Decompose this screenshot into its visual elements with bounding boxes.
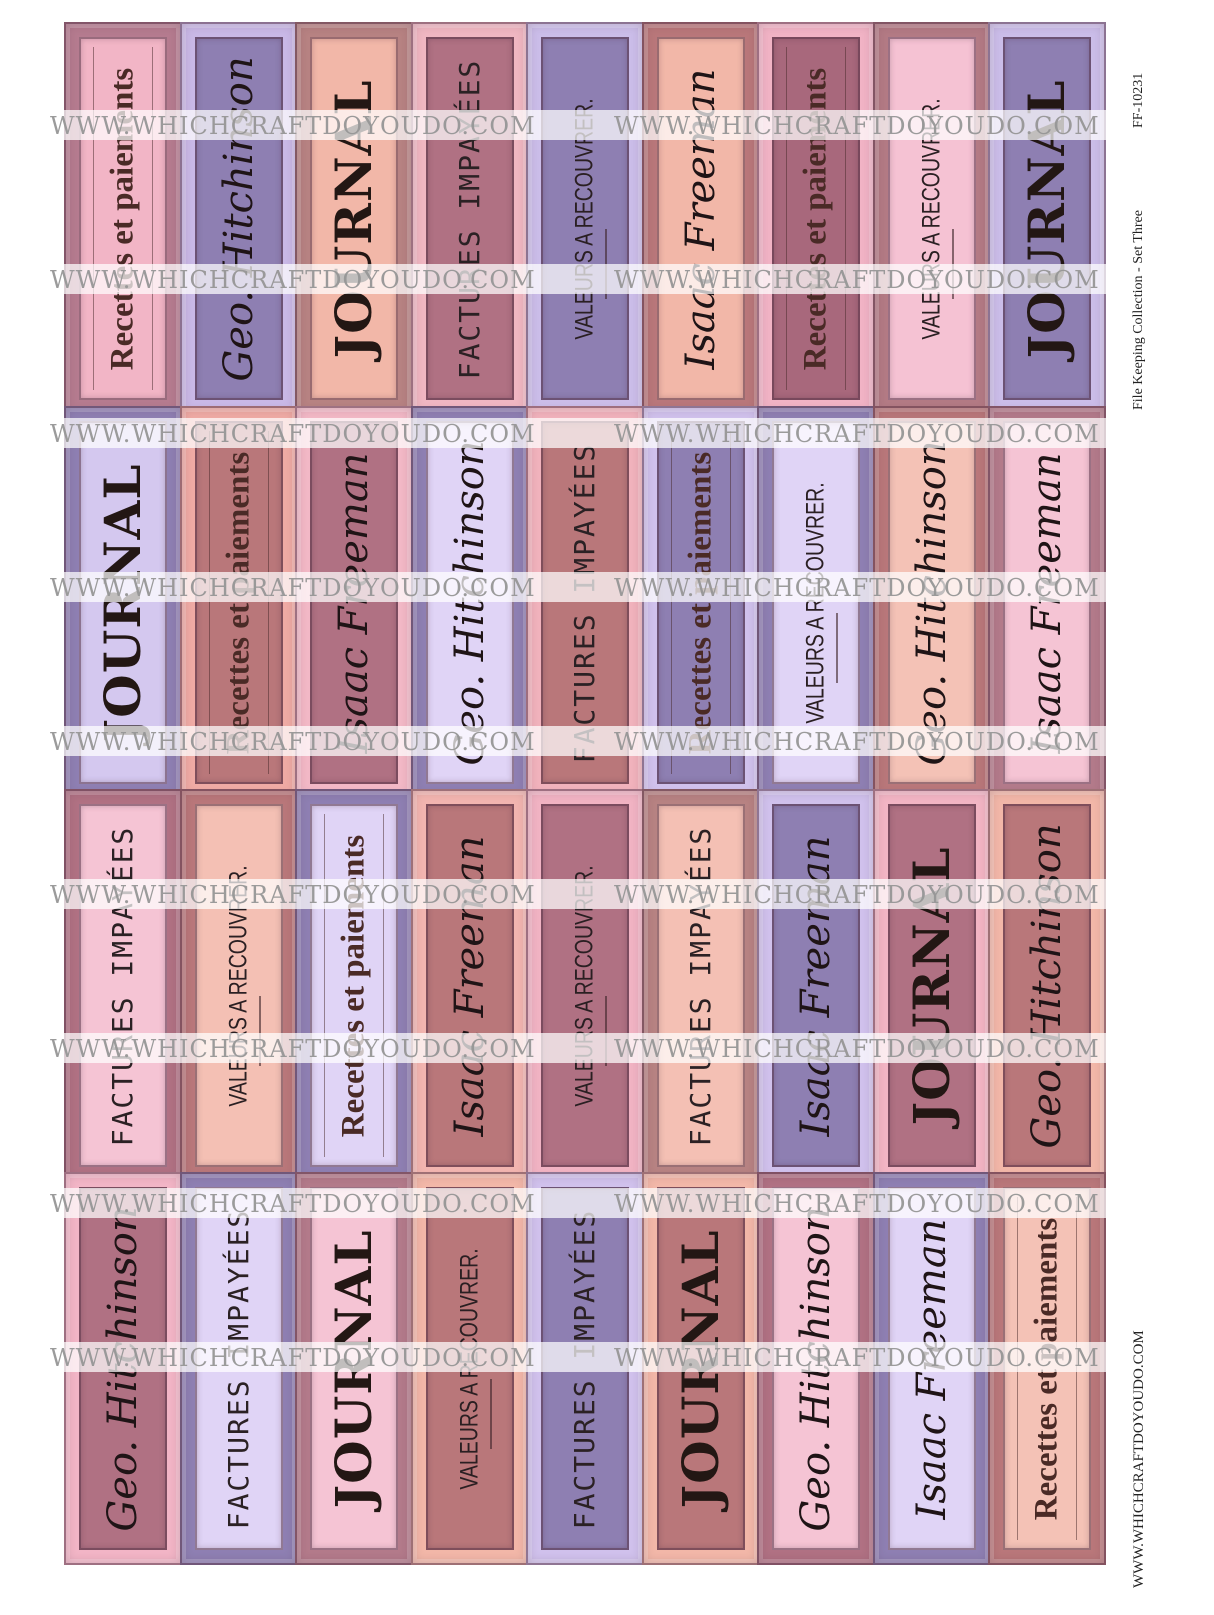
watermark-text: WWW.WHICHCRAFTDOYOUDO.COM bbox=[50, 112, 536, 140]
file-label-panel: JOURNAL bbox=[1003, 37, 1091, 400]
file-label-panel: Geo. Hitchinson bbox=[888, 421, 976, 784]
file-label-panel: FACTURES IMPAYÉES bbox=[657, 804, 745, 1167]
file-label-panel: VALEURS A RECOUVRER. bbox=[888, 37, 976, 400]
file-label: FACTURES IMPAYÉES bbox=[642, 789, 760, 1182]
file-label: Recettes et paiements bbox=[64, 22, 182, 415]
watermark-text: WWW.WHICHCRAFTDOYOUDO.COM bbox=[50, 420, 536, 448]
watermark-row: WWW.WHICHCRAFTDOYOUDO.COM WWW.WHICHCRAFTD… bbox=[48, 1033, 1130, 1063]
watermark-row: WWW.WHICHCRAFTDOYOUDO.COM WWW.WHICHCRAFTD… bbox=[48, 1342, 1130, 1372]
file-label-text: Recettes et paiements bbox=[220, 451, 257, 754]
file-label-panel: VALEURS A RECOUVRER. bbox=[195, 804, 283, 1167]
footer-url-text[interactable]: WWW.WHICHCRAFTDOYOUDO.COM bbox=[1131, 1330, 1147, 1588]
watermark-row: WWW.WHICHCRAFTDOYOUDO.COM WWW.WHICHCRAFTD… bbox=[48, 879, 1130, 909]
watermark-text: WWW.WHICHCRAFTDOYOUDO.COM bbox=[614, 728, 1100, 756]
label-band-3: FACTURES IMPAYÉES VALEURS A RECOUVRER. Rec… bbox=[64, 789, 1130, 1182]
file-label-panel: VALEURS A RECOUVRER. bbox=[541, 804, 629, 1167]
file-label-panel: Geo. Hitchinson bbox=[1003, 804, 1091, 1167]
file-label-text: Recettes et paiements bbox=[682, 451, 719, 754]
file-label-panel: Isaac Freeman bbox=[426, 804, 514, 1167]
file-label: Geo. Hitchinson bbox=[180, 22, 298, 415]
file-label-panel: JOURNAL bbox=[888, 804, 976, 1167]
watermark-text: WWW.WHICHCRAFTDOYOUDO.COM bbox=[50, 1344, 536, 1372]
watermark-text: WWW.WHICHCRAFTDOYOUDO.COM bbox=[614, 1344, 1100, 1372]
watermark-row: WWW.WHICHCRAFTDOYOUDO.COM WWW.WHICHCRAFTD… bbox=[48, 264, 1130, 294]
file-label-panel: Recettes et paiements bbox=[772, 37, 860, 400]
file-label-text: Geo. Hitchinson bbox=[909, 439, 955, 766]
file-label-panel: Recettes et paiements bbox=[195, 421, 283, 784]
file-label-panel: Geo. Hitchinson bbox=[426, 421, 514, 784]
caption-text: File Keeping Collection - Set Three bbox=[1131, 210, 1146, 410]
file-label-text: FACTURES IMPAYÉES bbox=[106, 825, 139, 1146]
file-label-panel: JOURNAL bbox=[310, 37, 398, 400]
file-label: FACTURES IMPAYÉES bbox=[411, 22, 529, 415]
file-label: JOURNAL bbox=[988, 22, 1106, 415]
file-label: Recettes et paiements bbox=[295, 789, 413, 1182]
file-label: VALEURS A RECOUVRER. bbox=[526, 789, 644, 1182]
watermark-text: WWW.WHICHCRAFTDOYOUDO.COM bbox=[50, 728, 536, 756]
watermark-row: WWW.WHICHCRAFTDOYOUDO.COM WWW.WHICHCRAFTD… bbox=[48, 418, 1130, 448]
file-label-panel: Isaac Freeman bbox=[310, 421, 398, 784]
file-label-text: Isaac Freeman bbox=[331, 452, 377, 753]
file-label: Isaac Freeman bbox=[295, 406, 413, 799]
watermark-text: WWW.WHICHCRAFTDOYOUDO.COM bbox=[50, 574, 536, 602]
file-label: Recettes et paiements bbox=[757, 22, 875, 415]
file-label: Isaac Freeman bbox=[411, 789, 529, 1182]
watermark-row: WWW.WHICHCRAFTDOYOUDO.COM WWW.WHICHCRAFTD… bbox=[48, 1188, 1130, 1218]
watermark-row: WWW.WHICHCRAFTDOYOUDO.COM WWW.WHICHCRAFTD… bbox=[48, 110, 1130, 140]
label-band-2: JOURNAL Recettes et paiements Isaac Freema… bbox=[64, 406, 1130, 799]
watermark-text: WWW.WHICHCRAFTDOYOUDO.COM bbox=[614, 574, 1100, 602]
file-label-panel: FACTURES IMPAYÉES bbox=[541, 421, 629, 784]
watermark-text: WWW.WHICHCRAFTDOYOUDO.COM bbox=[614, 881, 1100, 909]
file-label: FACTURES IMPAYÉES bbox=[64, 789, 182, 1182]
file-label-panel: Recettes et paiements bbox=[79, 37, 167, 400]
collection-caption: File Keeping Collection - Set Three bbox=[1131, 210, 1147, 410]
file-label: JOURNAL bbox=[295, 22, 413, 415]
file-label-text: FACTURES IMPAYÉES bbox=[568, 442, 601, 763]
file-label: JOURNAL bbox=[873, 789, 991, 1182]
watermark-text: WWW.WHICHCRAFTDOYOUDO.COM bbox=[50, 881, 536, 909]
file-label: VALEURS A RECOUVRER. bbox=[873, 22, 991, 415]
watermark-row: WWW.WHICHCRAFTDOYOUDO.COM WWW.WHICHCRAFTD… bbox=[48, 572, 1130, 602]
file-label-panel: Isaac Freeman bbox=[772, 804, 860, 1167]
watermark-text: WWW.WHICHCRAFTDOYOUDO.COM bbox=[614, 1190, 1100, 1218]
footer-url[interactable]: WWW.WHICHCRAFTDOYOUDO.COM bbox=[1131, 1330, 1148, 1588]
file-label-text: Geo. Hitchinson bbox=[447, 439, 493, 766]
file-label: Isaac Freeman bbox=[757, 789, 875, 1182]
file-label: VALEURS A RECOUVRER. bbox=[526, 22, 644, 415]
file-label-text: Isaac Freeman bbox=[1024, 452, 1070, 753]
file-label-panel: VALEURS A RECOUVRER. bbox=[541, 37, 629, 400]
file-label-text: Geo. Hitchinson bbox=[1024, 822, 1070, 1149]
file-label-panel: Recettes et paiements bbox=[310, 804, 398, 1167]
watermark-row: WWW.WHICHCRAFTDOYOUDO.COM WWW.WHICHCRAFTD… bbox=[48, 726, 1130, 756]
file-label-panel: Isaac Freeman bbox=[657, 37, 745, 400]
file-label: Geo. Hitchinson bbox=[988, 789, 1106, 1182]
file-label-text: VALEURS A RECOUVRER. bbox=[801, 481, 830, 724]
file-label-text: Geo. Hitchinson bbox=[216, 55, 262, 382]
item-code-text: FF-10231 bbox=[1131, 72, 1146, 128]
watermark-text: WWW.WHICHCRAFTDOYOUDO.COM bbox=[50, 1035, 536, 1063]
label-band-1: Recettes et paiements Geo. Hitchinson JOUR… bbox=[64, 22, 1130, 415]
file-label-panel: FACTURES IMPAYÉES bbox=[79, 804, 167, 1167]
file-label-panel: FACTURES IMPAYÉES bbox=[426, 37, 514, 400]
file-label: Isaac Freeman bbox=[642, 22, 760, 415]
watermark-text: WWW.WHICHCRAFTDOYOUDO.COM bbox=[614, 112, 1100, 140]
file-label-text: FACTURES IMPAYÉES bbox=[453, 58, 486, 379]
item-code: FF-10231 bbox=[1131, 73, 1147, 128]
watermark-text: WWW.WHICHCRAFTDOYOUDO.COM bbox=[50, 1190, 536, 1218]
file-label-text: JOURNAL bbox=[93, 462, 152, 743]
watermark-text: WWW.WHICHCRAFTDOYOUDO.COM bbox=[614, 1035, 1100, 1063]
file-label-text: FACTURES IMPAYÉES bbox=[684, 825, 717, 1146]
watermark-text: WWW.WHICHCRAFTDOYOUDO.COM bbox=[614, 266, 1100, 294]
file-label: VALEURS A RECOUVRER. bbox=[180, 789, 298, 1182]
watermark-text: WWW.WHICHCRAFTDOYOUDO.COM bbox=[614, 420, 1100, 448]
file-label-panel: Geo. Hitchinson bbox=[195, 37, 283, 400]
watermark-text: WWW.WHICHCRAFTDOYOUDO.COM bbox=[50, 266, 536, 294]
